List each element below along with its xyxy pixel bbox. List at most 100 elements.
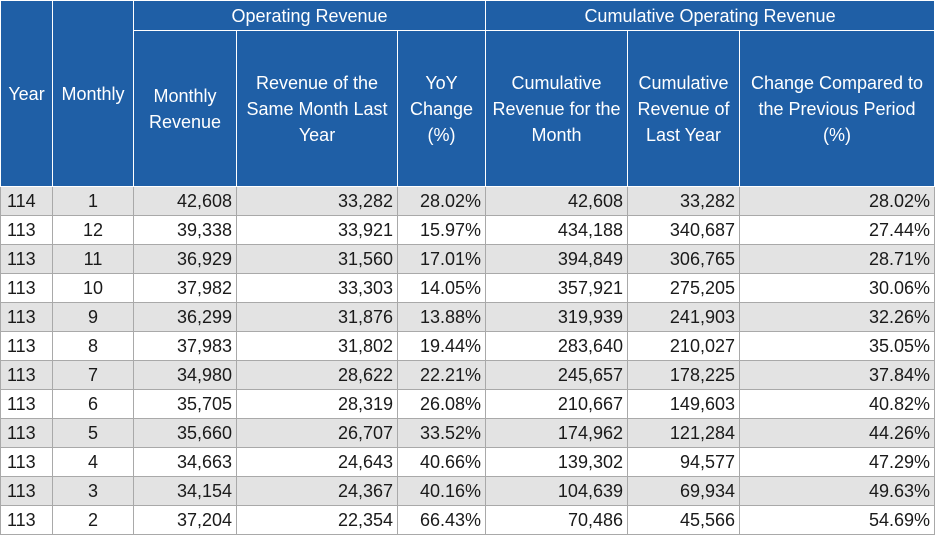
cell-yoy-change: 15.97% bbox=[397, 215, 486, 245]
cell-change-previous-period: 32.26% bbox=[738, 302, 936, 332]
cell-same-month-last-year: 24,367 bbox=[236, 476, 398, 506]
header-year: Year bbox=[0, 0, 53, 187]
cell-change-previous-period: 28.02% bbox=[738, 186, 936, 216]
header-group-row: Year Monthly Operating Revenue Cumulativ… bbox=[0, 0, 936, 187]
cell-year: 113 bbox=[0, 447, 53, 477]
cell-yoy-change: 26.08% bbox=[397, 389, 486, 419]
cell-cumulative-last-year: 306,765 bbox=[627, 244, 740, 274]
cell-cumulative-for-month: 245,657 bbox=[485, 360, 628, 390]
cell-same-month-last-year: 24,643 bbox=[236, 447, 398, 477]
cell-change-previous-period: 28.71% bbox=[738, 244, 936, 274]
cell-monthly-revenue: 37,983 bbox=[133, 331, 237, 361]
cell-year: 114 bbox=[0, 186, 53, 216]
cell-yoy-change: 14.05% bbox=[397, 273, 486, 303]
header-monthly-revenue: Monthly Revenue bbox=[133, 30, 237, 187]
table-row: 113 11 36,929 31,560 17.01% 394,849 306,765 28.… bbox=[0, 244, 936, 274]
cell-month: 11 bbox=[52, 244, 134, 274]
cell-cumulative-last-year: 33,282 bbox=[627, 186, 740, 216]
cell-month: 8 bbox=[52, 331, 134, 361]
cell-month: 3 bbox=[52, 476, 134, 506]
cell-change-previous-period: 35.05% bbox=[738, 331, 936, 361]
table-header: Year Monthly Operating Revenue Cumulativ… bbox=[0, 0, 936, 187]
cell-cumulative-last-year: 149,603 bbox=[627, 389, 740, 419]
cell-cumulative-last-year: 94,577 bbox=[627, 447, 740, 477]
cell-year: 113 bbox=[0, 389, 53, 419]
cell-cumulative-last-year: 275,205 bbox=[627, 273, 740, 303]
cell-cumulative-for-month: 104,639 bbox=[485, 476, 628, 506]
cell-year: 113 bbox=[0, 215, 53, 245]
cell-yoy-change: 13.88% bbox=[397, 302, 486, 332]
header-cumulative-for-month: Cumulative Revenue for the Month bbox=[485, 30, 628, 187]
cell-same-month-last-year: 28,622 bbox=[236, 360, 398, 390]
revenue-table: Year Monthly Operating Revenue Cumulativ… bbox=[0, 0, 936, 535]
cell-cumulative-for-month: 139,302 bbox=[485, 447, 628, 477]
cell-month: 12 bbox=[52, 215, 134, 245]
cell-same-month-last-year: 31,560 bbox=[236, 244, 398, 274]
header-operating-revenue: Operating Revenue bbox=[133, 0, 486, 31]
cell-year: 113 bbox=[0, 331, 53, 361]
cell-yoy-change: 17.01% bbox=[397, 244, 486, 274]
cell-same-month-last-year: 33,921 bbox=[236, 215, 398, 245]
cell-year: 113 bbox=[0, 476, 53, 506]
cell-same-month-last-year: 33,303 bbox=[236, 273, 398, 303]
cell-same-month-last-year: 26,707 bbox=[236, 418, 398, 448]
table-row: 113 2 37,204 22,354 66.43% 70,486 45,566 54.69% bbox=[0, 505, 936, 535]
cell-cumulative-for-month: 394,849 bbox=[485, 244, 628, 274]
cell-same-month-last-year: 31,876 bbox=[236, 302, 398, 332]
cell-cumulative-for-month: 70,486 bbox=[485, 505, 628, 535]
cell-cumulative-last-year: 178,225 bbox=[627, 360, 740, 390]
cell-monthly-revenue: 39,338 bbox=[133, 215, 237, 245]
cell-month: 7 bbox=[52, 360, 134, 390]
cell-monthly-revenue: 36,929 bbox=[133, 244, 237, 274]
cell-monthly-revenue: 37,982 bbox=[133, 273, 237, 303]
cell-change-previous-period: 37.84% bbox=[738, 360, 936, 390]
cell-cumulative-for-month: 434,188 bbox=[485, 215, 628, 245]
cell-change-previous-period: 44.26% bbox=[738, 418, 936, 448]
cell-change-previous-period: 27.44% bbox=[738, 215, 936, 245]
cell-monthly-revenue: 35,660 bbox=[133, 418, 237, 448]
header-cumulative-operating-revenue: Cumulative Operating Revenue bbox=[484, 0, 936, 31]
cell-change-previous-period: 54.69% bbox=[738, 505, 936, 535]
cell-year: 113 bbox=[0, 244, 53, 274]
cell-same-month-last-year: 22,354 bbox=[236, 505, 398, 535]
cell-cumulative-for-month: 283,640 bbox=[485, 331, 628, 361]
cell-monthly-revenue: 37,204 bbox=[133, 505, 237, 535]
cell-monthly-revenue: 34,980 bbox=[133, 360, 237, 390]
table-row: 113 7 34,980 28,622 22.21% 245,657 178,225 37.8… bbox=[0, 360, 936, 390]
cell-cumulative-for-month: 210,667 bbox=[485, 389, 628, 419]
header-monthly: Monthly bbox=[52, 0, 134, 187]
cell-monthly-revenue: 36,299 bbox=[133, 302, 237, 332]
cell-month: 4 bbox=[52, 447, 134, 477]
cell-cumulative-last-year: 121,284 bbox=[627, 418, 740, 448]
cell-year: 113 bbox=[0, 302, 53, 332]
cell-yoy-change: 28.02% bbox=[397, 186, 486, 216]
cell-cumulative-last-year: 241,903 bbox=[627, 302, 740, 332]
table-row: 113 6 35,705 28,319 26.08% 210,667 149,603 40.8… bbox=[0, 389, 936, 419]
cell-cumulative-for-month: 357,921 bbox=[485, 273, 628, 303]
cell-year: 113 bbox=[0, 273, 53, 303]
cell-yoy-change: 33.52% bbox=[397, 418, 486, 448]
header-subcolumn-row: Monthly Revenue Revenue of the Same Mont… bbox=[1, 30, 936, 187]
cell-year: 113 bbox=[0, 360, 53, 390]
cell-cumulative-for-month: 319,939 bbox=[485, 302, 628, 332]
cell-year: 113 bbox=[0, 418, 53, 448]
cell-yoy-change: 40.66% bbox=[397, 447, 486, 477]
table-row: 114 1 42,608 33,282 28.02% 42,608 33,282 28.02% bbox=[0, 186, 936, 216]
cell-monthly-revenue: 42,608 bbox=[133, 186, 237, 216]
cell-month: 5 bbox=[52, 418, 134, 448]
cell-month: 6 bbox=[52, 389, 134, 419]
cell-cumulative-last-year: 340,687 bbox=[627, 215, 740, 245]
cell-cumulative-last-year: 210,027 bbox=[627, 331, 740, 361]
header-cumulative-last-year: Cumulative Revenue of Last Year bbox=[627, 30, 740, 187]
cell-yoy-change: 19.44% bbox=[397, 331, 486, 361]
table-row: 113 10 37,982 33,303 14.05% 357,921 275,205 30.… bbox=[0, 273, 936, 303]
cell-month: 9 bbox=[52, 302, 134, 332]
cell-change-previous-period: 49.63% bbox=[738, 476, 936, 506]
table-body: 114 1 42,608 33,282 28.02% 42,608 33,282 28.02%… bbox=[0, 186, 936, 535]
cell-same-month-last-year: 31,802 bbox=[236, 331, 398, 361]
cell-cumulative-for-month: 174,962 bbox=[485, 418, 628, 448]
cell-cumulative-last-year: 45,566 bbox=[627, 505, 740, 535]
cell-monthly-revenue: 34,663 bbox=[133, 447, 237, 477]
cell-cumulative-last-year: 69,934 bbox=[627, 476, 740, 506]
cell-yoy-change: 40.16% bbox=[397, 476, 486, 506]
